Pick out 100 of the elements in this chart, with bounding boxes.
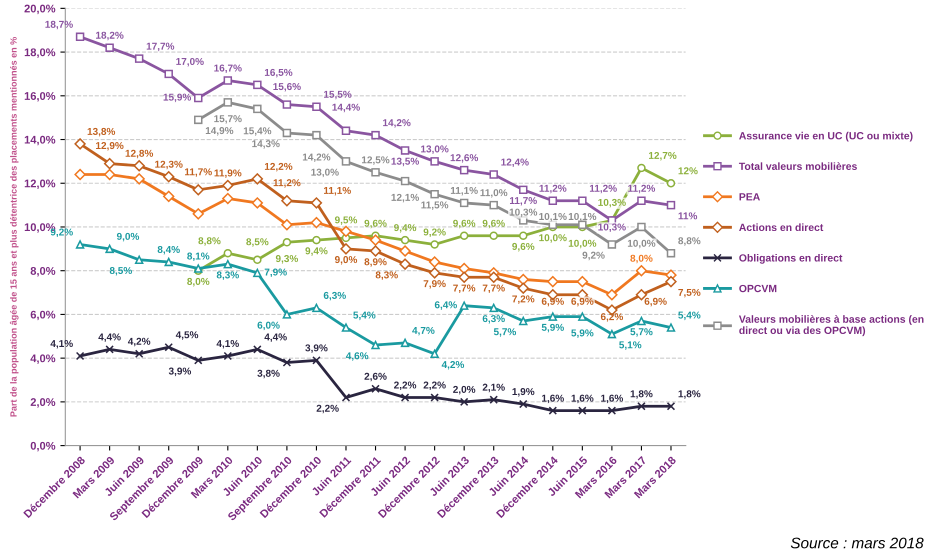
point [460, 166, 468, 174]
data-label: 4,5% [176, 331, 198, 340]
data-label: 11,9% [214, 169, 242, 178]
data-label: 14,9% [206, 127, 234, 136]
point [192, 208, 204, 220]
point [164, 258, 173, 266]
point [666, 402, 676, 410]
point [282, 100, 292, 109]
point [488, 272, 500, 283]
data-label: 12,7% [649, 152, 676, 160]
point [370, 234, 382, 246]
data-label: 5,7% [494, 328, 516, 337]
point [340, 226, 352, 238]
data-label: 11,2% [628, 184, 656, 194]
data-label: 11,2% [540, 184, 566, 194]
point [489, 231, 498, 240]
data-label: 4,6% [346, 352, 368, 361]
point [252, 197, 264, 209]
data-label: 10,1% [568, 212, 596, 222]
data-label: 9,6% [482, 220, 505, 228]
point [460, 398, 468, 406]
data-label: 8,3% [216, 271, 239, 280]
data-label: 4,7% [412, 326, 435, 336]
point [104, 158, 116, 170]
data-label: 9,6% [512, 242, 534, 252]
point [666, 248, 676, 258]
point [637, 222, 646, 232]
point [608, 406, 616, 415]
data-label: 8,5% [246, 238, 268, 247]
point [430, 393, 439, 402]
data-label: 10,0% [568, 240, 596, 248]
point [578, 312, 587, 321]
data-label: 12,3% [155, 160, 183, 170]
point [282, 128, 292, 138]
data-label: 6,9% [542, 298, 564, 306]
point [134, 54, 144, 63]
point [547, 276, 558, 288]
point [636, 265, 648, 276]
data-label: 8,8% [198, 237, 221, 246]
data-label: 14,3% [252, 140, 280, 149]
point [342, 323, 350, 332]
data-label: 13,5% [392, 158, 419, 166]
point [342, 393, 350, 402]
data-label: 4,1% [216, 340, 239, 348]
data-label: 3,9% [305, 344, 328, 353]
point [637, 316, 646, 326]
data-label: 11,1% [324, 186, 351, 196]
point [163, 190, 174, 202]
data-label: 17,7% [146, 42, 174, 52]
point [576, 276, 588, 288]
point [430, 157, 439, 166]
point [370, 245, 382, 257]
point [430, 240, 439, 249]
point [430, 350, 439, 358]
data-label: 4,2% [442, 360, 464, 370]
point [519, 316, 528, 326]
data-label: 8,1% [187, 252, 210, 262]
point [76, 240, 84, 249]
data-label: 8,0% [187, 278, 210, 286]
data-label: 11,2% [590, 184, 617, 194]
point [460, 231, 468, 240]
data-label: 6,0% [258, 322, 280, 330]
data-label: 11,2% [274, 179, 301, 188]
data-label: 5,4% [353, 312, 376, 320]
data-label: 7,5% [678, 288, 700, 298]
point [310, 216, 322, 228]
data-label: 8,8% [678, 237, 700, 246]
data-label: 4,2% [128, 338, 150, 346]
data-label: 6,9% [571, 298, 594, 306]
point [666, 323, 676, 332]
point [428, 267, 440, 279]
y-tick-label: 4,0% [30, 354, 56, 364]
point [164, 70, 173, 78]
data-label: 13,8% [88, 128, 116, 136]
point [400, 236, 410, 244]
legend-label: Obligations en direct [739, 254, 842, 264]
data-label: 6,4% [434, 301, 457, 310]
point [224, 260, 232, 268]
point [371, 384, 380, 393]
data-label: 12,9% [96, 142, 124, 151]
point [252, 173, 264, 185]
data-label: 3,8% [257, 370, 280, 378]
data-label: 10,0% [539, 234, 567, 243]
data-label: 15,5% [324, 90, 352, 100]
data-label: 12% [678, 167, 698, 174]
data-label: 10,3% [510, 208, 538, 218]
legend-label: Total valeurs mobilières [738, 162, 857, 170]
data-label: 8,9% [364, 258, 387, 267]
point [282, 310, 292, 319]
legend-label: OPCVM [739, 284, 776, 292]
point [548, 196, 558, 205]
point [548, 406, 558, 415]
data-label: 1,9% [512, 388, 534, 397]
data-label: 7,2% [512, 295, 534, 304]
y-axis-title: Part de la population âgée de 15 ans et plus détentrice des placements mentionnés en % [10, 37, 19, 416]
point [76, 352, 84, 360]
data-label: 9,0% [116, 232, 140, 242]
point [637, 196, 646, 205]
data-label: 8,4% [158, 246, 180, 254]
data-label: 9,3% [276, 255, 298, 264]
